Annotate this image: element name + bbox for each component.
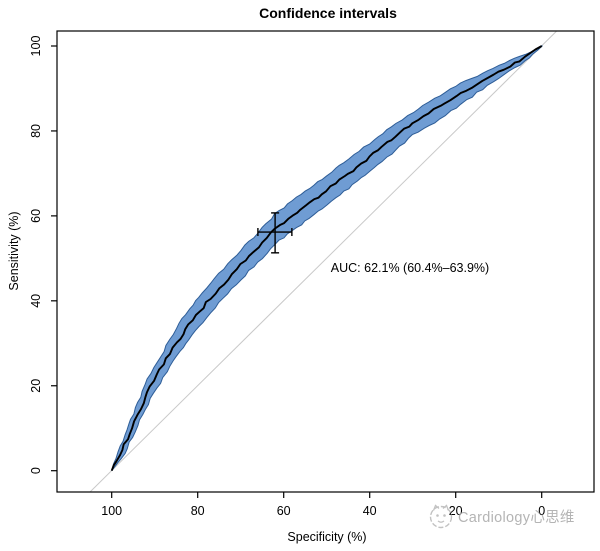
auc-annotation: AUC: 62.1% (60.4%–63.9%) (330, 261, 490, 275)
watermark-text: Cardiology心思维 (458, 509, 575, 526)
x-tick-label: 0 (538, 504, 545, 518)
y-axis: 0 20 40 60 80 100 (29, 36, 57, 474)
y-tick-label: 60 (29, 209, 43, 223)
watermark: Cardiology心思维 (426, 501, 575, 531)
x-tick-label: 40 (363, 504, 377, 518)
y-tick-label: 80 (29, 124, 43, 138)
x-tick-label: 80 (191, 504, 205, 518)
x-tick-label: 20 (449, 504, 463, 518)
y-axis-title: Sensitivity (%) (7, 211, 21, 291)
chart-title: Confidence intervals (259, 5, 397, 21)
cat-doodle-icon (429, 504, 453, 529)
y-tick-label: 20 (29, 379, 43, 393)
threshold-marker (257, 212, 293, 254)
roc-curve (110, 45, 543, 472)
x-tick-label: 60 (277, 504, 291, 518)
diagonal-reference-line (89, 30, 558, 493)
y-tick-label: 100 (29, 36, 43, 57)
ci-band (111, 45, 544, 472)
x-axis: 100 80 60 40 20 0 (101, 492, 545, 518)
plot-box (56, 30, 595, 493)
x-tick-label: 100 (101, 504, 122, 518)
y-tick-label: 40 (29, 294, 43, 308)
y-tick-label: 0 (29, 467, 43, 474)
x-axis-title: Specificity (%) (287, 530, 367, 544)
